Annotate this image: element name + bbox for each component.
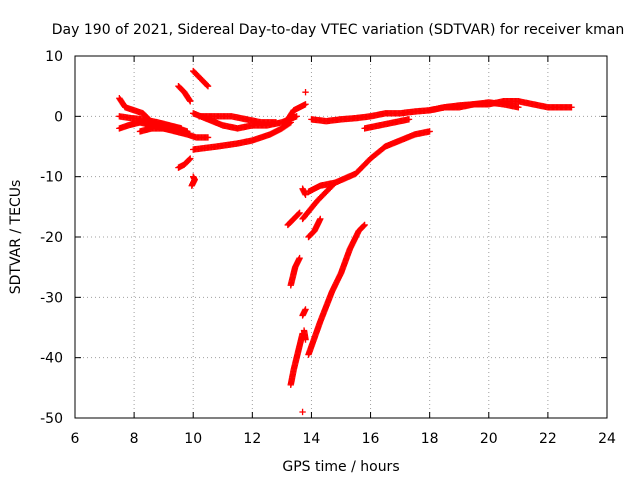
x-tick-label: 16: [362, 431, 380, 447]
x-tick-label: 20: [480, 431, 498, 447]
data-point-segment-13: [296, 209, 303, 217]
y-tick-label: -10: [40, 170, 63, 186]
data-point-segment-24: [360, 222, 368, 229]
data-point-segment-10: [287, 119, 294, 126]
data-point-segment-20: [299, 408, 306, 416]
x-axis-label: GPS time / hours: [282, 459, 399, 475]
data-point-segment-24: [361, 221, 368, 229]
data-point-segment-4: [204, 134, 212, 141]
y-tick-label: 10: [45, 49, 63, 65]
data-point-segment-22: [317, 215, 324, 223]
data-point-segment-6: [204, 82, 211, 89]
y-tick-labels: 10 0 -10 -20 -30 -40 -50: [40, 49, 63, 427]
x-tick-labels: 6 8 10 12 14 16 18 20 22 24: [71, 431, 616, 447]
data-point-segment-8: [188, 182, 195, 189]
y-tick-label: 0: [54, 109, 63, 125]
data-point-segment-12: [302, 101, 309, 108]
data-marks: [116, 67, 575, 416]
data-point-segment-13: [295, 210, 303, 217]
y-axis-label: SDTVAR / TECUs: [8, 180, 24, 295]
x-tick-label: 14: [303, 431, 321, 447]
data-point-segment-18: [302, 306, 309, 313]
x-tick-label: 22: [539, 431, 557, 447]
data-point-segment-15: [302, 89, 309, 96]
data-point-segment-5: [187, 98, 194, 105]
data-point-segment-19: [302, 336, 309, 343]
y-tick-label: -50: [40, 411, 63, 427]
data-point-segment-7: [186, 156, 193, 163]
data-point-segment-6: [204, 82, 212, 90]
x-tick-label: 8: [130, 431, 139, 447]
chart-title: Day 190 of 2021, Sidereal Day-to-day VTE…: [52, 22, 624, 38]
data-point-segment-27: [515, 104, 522, 111]
x-tick-label: 6: [71, 431, 80, 447]
x-tick-label: 12: [243, 431, 261, 447]
data-point-segment-10: [286, 119, 293, 127]
data-point-segment-14: [302, 191, 309, 198]
data-point-segment-11: [272, 119, 280, 126]
data-point-segment-21: [426, 128, 433, 135]
y-tick-label: -20: [40, 230, 63, 246]
x-tick-label: 24: [598, 431, 616, 447]
data-point-segment-26: [405, 116, 413, 123]
data-point-segment-9: [293, 113, 300, 120]
data-point-segment-23: [331, 179, 339, 186]
x-tick-label: 10: [184, 431, 202, 447]
data-point-segment-7: [187, 155, 194, 162]
y-tick-label: -30: [40, 290, 63, 306]
y-tick-label: -40: [40, 351, 63, 367]
x-tick-label: 18: [421, 431, 439, 447]
data-point-segment-25: [568, 104, 575, 111]
data-point-segment-16: [296, 254, 303, 262]
axis-ticks: [74, 55, 608, 419]
